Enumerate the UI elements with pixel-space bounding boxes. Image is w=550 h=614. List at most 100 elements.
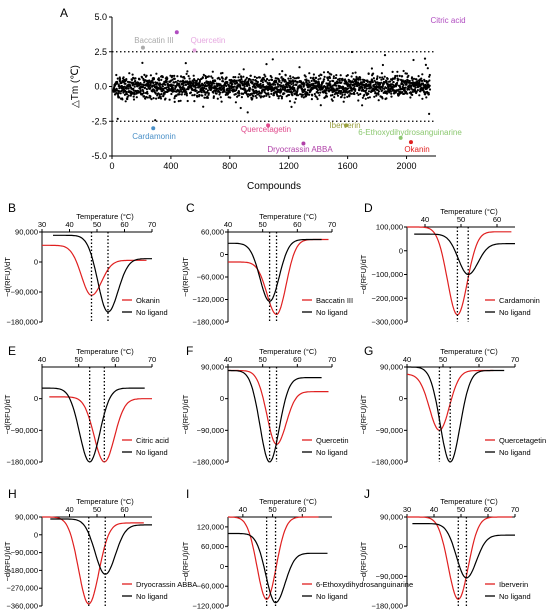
data-point (158, 93, 161, 96)
data-point (280, 76, 283, 79)
data-point (173, 97, 176, 100)
data-point (406, 92, 409, 95)
data-point (361, 86, 364, 89)
data-point (397, 88, 400, 91)
data-point (183, 77, 186, 80)
data-point (374, 83, 377, 86)
data-point (171, 74, 174, 78)
data-point (215, 92, 218, 95)
x-tick-label: 40 (239, 505, 247, 514)
data-point (317, 91, 320, 94)
data-point (170, 92, 173, 96)
x-tick-label: 50 (93, 505, 101, 514)
data-point (256, 80, 259, 84)
y-tick-label: −90,000 (11, 288, 38, 297)
data-point (183, 93, 186, 96)
data-point (363, 81, 366, 84)
data-point (141, 61, 144, 64)
data-point (300, 95, 303, 98)
data-point (203, 87, 206, 90)
data-point (379, 88, 382, 91)
data-point (171, 78, 174, 81)
data-point (172, 84, 175, 87)
data-point (346, 74, 349, 77)
x-tick-label: 50 (268, 505, 276, 514)
data-point (402, 69, 405, 73)
y-axis-label: −d(RFU)/dT (181, 257, 190, 297)
series-line (228, 369, 322, 463)
data-point (229, 96, 232, 99)
y-tick-label: 120,000 (197, 522, 224, 531)
data-point (323, 78, 326, 81)
x-axis-label: Temperature (°C) (440, 497, 498, 506)
data-point (263, 73, 266, 76)
data-point (118, 96, 121, 99)
x-tick-label: 50 (258, 220, 266, 229)
series-line (228, 369, 329, 445)
data-point (252, 78, 255, 81)
y-tick-label: 0 (220, 562, 224, 571)
data-point (415, 90, 418, 93)
data-point (270, 76, 273, 79)
data-point (146, 92, 149, 95)
data-point (182, 84, 185, 87)
data-point (216, 87, 219, 90)
data-point (359, 76, 362, 79)
legend-label: No ligand (136, 308, 168, 317)
data-point (424, 93, 427, 96)
y-tick-label: −90,000 (376, 426, 403, 435)
data-point (425, 96, 428, 99)
data-point (381, 76, 384, 79)
data-point (193, 93, 196, 96)
data-point (263, 95, 266, 98)
y-tick-label: −120,000 (193, 602, 225, 611)
data-point (192, 81, 195, 84)
data-point (139, 87, 142, 90)
data-point (293, 87, 296, 90)
highlight-point (408, 140, 413, 145)
data-point (251, 81, 254, 84)
data-point (426, 67, 429, 70)
data-point (314, 76, 318, 79)
data-point (159, 97, 163, 100)
data-point (353, 92, 356, 96)
data-point (350, 75, 353, 78)
data-point (154, 119, 157, 122)
data-point (428, 79, 431, 82)
legend-label: No ligand (499, 448, 531, 457)
data-point (207, 92, 210, 95)
highlight-point (301, 141, 306, 146)
data-point (416, 89, 419, 92)
legend-label: No ligand (316, 592, 348, 601)
legend-label: No ligand (136, 448, 168, 457)
highlight-point (140, 45, 145, 50)
data-point (411, 79, 414, 82)
data-point (336, 88, 339, 91)
data-point (133, 85, 136, 88)
data-point (246, 111, 249, 114)
data-point (295, 83, 298, 86)
x-tick-label: 1200 (279, 161, 299, 171)
data-point (218, 93, 221, 96)
x-tick-label: 40 (430, 505, 438, 514)
data-point (231, 83, 234, 86)
data-point (195, 79, 198, 82)
data-point (297, 76, 300, 79)
data-point (301, 93, 304, 96)
data-point (249, 87, 252, 90)
y-tick-label: −180,000 (7, 566, 39, 575)
data-point (336, 94, 340, 97)
data-point (342, 100, 345, 103)
data-point (349, 83, 352, 86)
data-point (121, 98, 124, 101)
data-point (186, 99, 189, 103)
data-point (264, 79, 267, 83)
data-point (330, 73, 333, 76)
data-point (206, 89, 210, 92)
data-point (353, 85, 356, 88)
highlight-label: 6-Ethoxydihydrosanguinarine (358, 128, 462, 137)
data-point (221, 71, 224, 75)
data-point (271, 58, 274, 61)
